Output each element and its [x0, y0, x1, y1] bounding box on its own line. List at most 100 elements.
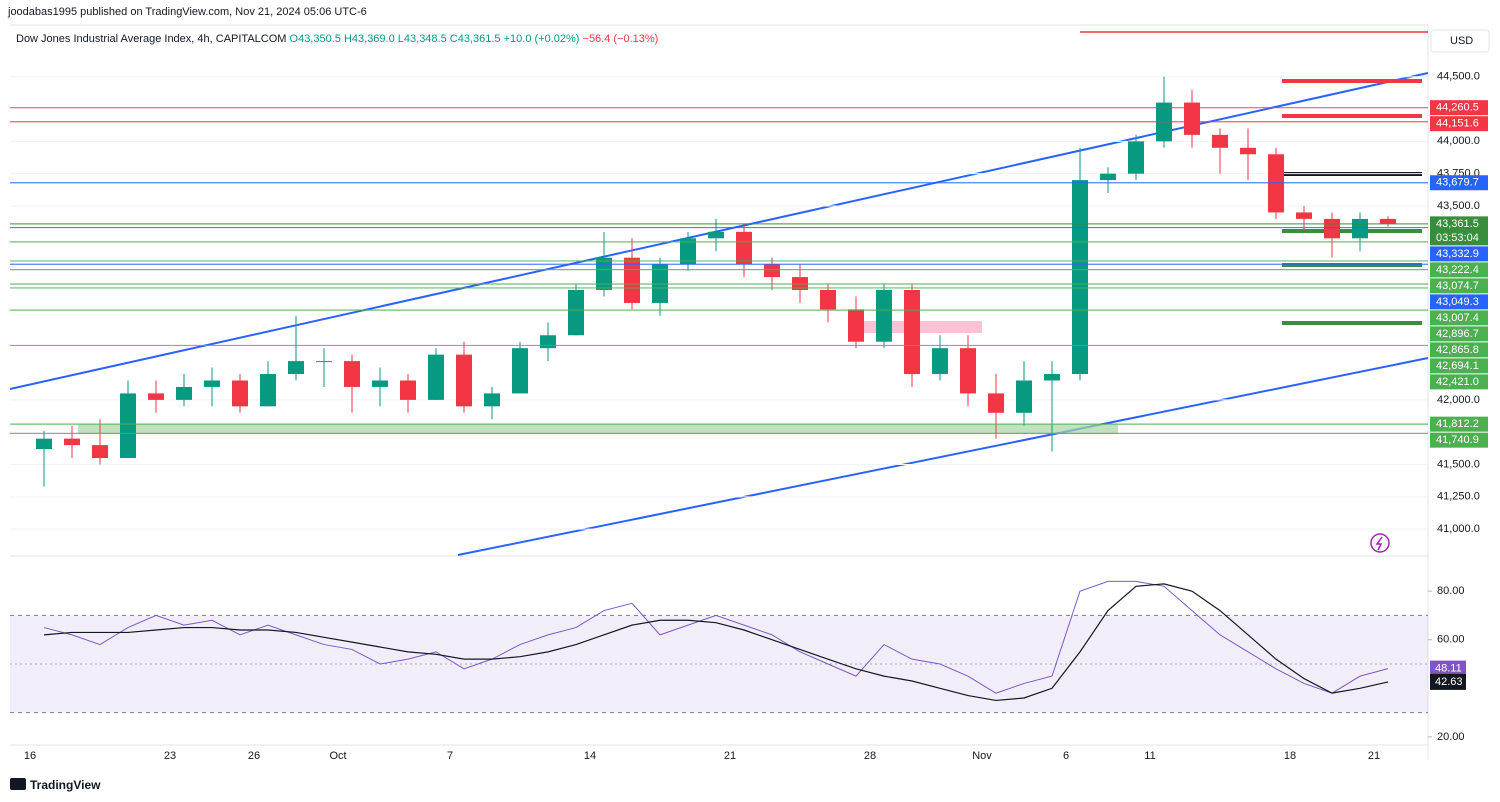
currency: USD [1450, 35, 1473, 47]
alert-icon[interactable] [1370, 533, 1390, 553]
y-tick-label: 42,000.0 [1437, 394, 1480, 406]
candle-body [848, 309, 864, 342]
level-label: 43,332.9 [1436, 248, 1479, 260]
x-tick-label: Oct [329, 750, 346, 762]
candle-body [148, 393, 164, 400]
candle-body [344, 361, 360, 387]
y-tick-label: 43,500.0 [1437, 200, 1480, 212]
x-tick-label: 23 [164, 750, 176, 762]
candle-body [176, 386, 192, 400]
level-label: 43,007.4 [1436, 312, 1479, 324]
level-label: 42,694.1 [1436, 360, 1479, 372]
level-label: 43,679.7 [1436, 177, 1479, 189]
candle-body [904, 290, 920, 375]
trendline [457, 357, 1429, 556]
currency-box[interactable] [1430, 29, 1490, 53]
candle-body [764, 264, 780, 278]
level-label: 41,812.2 [1436, 418, 1479, 430]
y-tick-label: 80.00 [1437, 585, 1465, 597]
last-value: 48.11 [1435, 662, 1462, 674]
logo [10, 778, 26, 790]
y-tick-label: 44,000.0 [1437, 135, 1480, 147]
level-label: 43,074.7 [1436, 280, 1479, 292]
level-label-box [1430, 432, 1488, 448]
last-value-box [1430, 660, 1466, 677]
level-label-box [1430, 116, 1488, 132]
change: +10.0 (+0.02%) [503, 33, 580, 45]
y-tick-label: 41,250.0 [1437, 491, 1480, 503]
level-label: 43,049.3 [1436, 296, 1479, 308]
y-tick-label: 43,750.0 [1437, 168, 1480, 180]
x-tick-label: 28 [864, 750, 876, 762]
level-label-box [1430, 310, 1488, 326]
candle-body [540, 335, 556, 349]
candle-body [456, 354, 472, 407]
level-label-box [1430, 374, 1488, 390]
x-tick-label: 21 [724, 750, 736, 762]
level-label-box [1430, 326, 1488, 342]
last-value: 42.63 [1435, 676, 1463, 688]
candle-body [1156, 102, 1172, 142]
level-label-box [1430, 342, 1488, 358]
level-label: 42,865.8 [1436, 344, 1479, 356]
symbol: Dow Jones Industrial Average Index, 4h, … [16, 33, 287, 45]
level-label: 42,896.7 [1436, 328, 1479, 340]
candle-body [372, 380, 388, 387]
level-label: 44,260.5 [1436, 102, 1479, 114]
candle-body [1268, 154, 1284, 213]
candle-body [1100, 173, 1116, 181]
candle-body [1240, 147, 1256, 155]
candle-body [820, 290, 836, 310]
low: L43,348.5 [397, 33, 447, 45]
candle-body [120, 393, 136, 459]
level-label-box [1430, 175, 1488, 191]
candle-body [204, 380, 220, 387]
candle-body [1016, 380, 1032, 413]
x-tick-label: 18 [1284, 750, 1296, 762]
rsi-line [43, 580, 1389, 694]
candle-body [1352, 218, 1368, 239]
candle-body [36, 438, 52, 449]
trendline [9, 72, 1429, 390]
support-zone [78, 424, 1118, 434]
candle-body [1044, 374, 1060, 381]
y-tick-label: 41,500.0 [1437, 458, 1480, 470]
candle-body [568, 290, 584, 336]
rsi-line [43, 583, 1389, 702]
publisher: joodabas1995 published on TradingView.co… [8, 6, 367, 18]
x-tick-label: 21 [1368, 750, 1380, 762]
last-value-box [1430, 673, 1466, 690]
legend: Dow Jones Industrial Average Index, 4h, … [16, 33, 658, 45]
candle-body [876, 290, 892, 342]
close: C43,361.5 [449, 33, 501, 45]
level-label-box [1430, 246, 1488, 262]
x-tick-label: 26 [248, 750, 260, 762]
candle-body [512, 348, 528, 394]
x-tick-label: 16 [24, 750, 36, 762]
candle-body [64, 438, 80, 446]
rsi-band [10, 615, 1428, 713]
candle-body [1380, 218, 1396, 224]
footer-brand: TradingView [30, 778, 101, 792]
candle-body [1128, 141, 1144, 174]
candle-body [596, 257, 612, 290]
level-label: 41,740.9 [1436, 434, 1479, 446]
day-change: −56.4 (−0.13%) [582, 33, 659, 45]
candle-body [680, 238, 696, 265]
y-tick-label: 60.00 [1437, 634, 1465, 646]
candle-body [988, 393, 1004, 413]
level-label-box [1430, 358, 1488, 374]
x-tick-label: 11 [1144, 750, 1155, 762]
x-tick-label: 14 [584, 750, 596, 762]
candle-body [260, 374, 276, 407]
candle-body [1184, 102, 1200, 135]
candle-body [400, 380, 416, 400]
level-label-box [1430, 216, 1488, 246]
candle-body [1324, 218, 1340, 239]
candle-body [288, 361, 304, 375]
x-tick-label: 6 [1063, 750, 1069, 762]
level-label-box [1430, 262, 1488, 278]
candle-body [624, 257, 640, 303]
y-tick-label: 44,500.0 [1437, 71, 1480, 83]
